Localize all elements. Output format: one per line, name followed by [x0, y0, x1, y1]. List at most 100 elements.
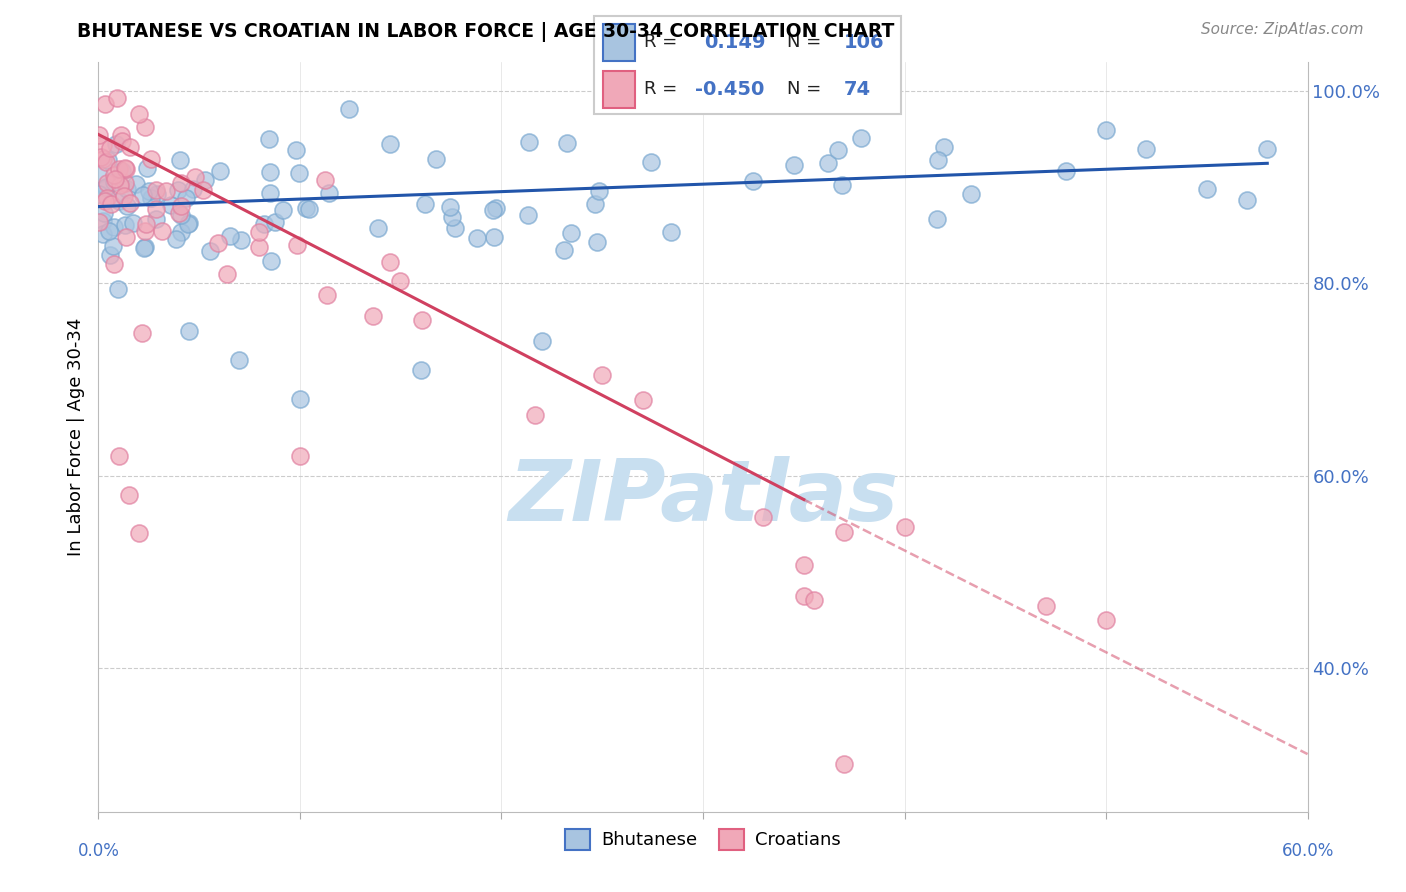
Point [89, 186, 111, 201]
Point [165, 232, 187, 246]
Point [228, 353, 250, 368]
Point [91, 214, 114, 228]
Point [378, 255, 401, 269]
Point [105, 91, 128, 105]
Point [927, 212, 949, 227]
Point [832, 525, 855, 540]
Point [177, 216, 200, 230]
Point [135, 217, 157, 231]
Point [193, 183, 215, 197]
Point [91, 152, 114, 166]
Text: R =: R = [644, 80, 678, 98]
Point [425, 152, 447, 166]
Point [177, 217, 200, 231]
Text: Source: ZipAtlas.com: Source: ZipAtlas.com [1201, 22, 1364, 37]
Point [167, 183, 190, 197]
Point [134, 240, 156, 254]
Point [179, 325, 201, 339]
Point [93, 227, 115, 241]
Point [832, 756, 855, 771]
Point [89, 128, 111, 142]
Point [120, 140, 142, 154]
Point [118, 195, 141, 210]
Point [174, 191, 197, 205]
Point [184, 170, 207, 185]
FancyBboxPatch shape [603, 24, 636, 61]
Point [101, 238, 124, 252]
Text: N =: N = [787, 80, 821, 98]
Point [134, 241, 156, 255]
Text: R =: R = [644, 33, 678, 51]
Point [94, 180, 117, 194]
Point [91, 138, 114, 153]
Point [831, 178, 853, 193]
Point [560, 226, 582, 240]
Point [215, 267, 238, 281]
Point [259, 131, 281, 145]
Point [259, 164, 281, 178]
Point [169, 153, 191, 168]
Point [295, 201, 318, 215]
Point [115, 182, 138, 196]
Point [146, 187, 169, 202]
Point [849, 131, 872, 145]
Point [117, 199, 139, 213]
Point [288, 392, 311, 406]
Text: 0.149: 0.149 [704, 33, 766, 52]
Point [98, 248, 121, 262]
Point [94, 97, 117, 112]
Point [285, 144, 308, 158]
Point [1095, 122, 1118, 136]
Point [259, 186, 281, 200]
Point [315, 287, 337, 301]
Point [141, 191, 163, 205]
Point [742, 174, 765, 188]
Point [481, 202, 503, 217]
Point [752, 510, 775, 524]
Point [100, 141, 122, 155]
Point [793, 589, 815, 603]
Point [271, 203, 294, 218]
Point [132, 187, 155, 202]
Point [208, 164, 231, 178]
Point [1256, 142, 1278, 156]
Point [1195, 182, 1218, 196]
Point [150, 224, 173, 238]
Point [411, 313, 433, 327]
Point [783, 158, 806, 172]
Point [827, 143, 849, 157]
Point [1035, 599, 1057, 613]
Point [103, 175, 125, 189]
Text: ZIPatlas: ZIPatlas [508, 456, 898, 539]
Point [121, 216, 143, 230]
Point [103, 257, 125, 271]
Point [631, 393, 654, 408]
Point [131, 326, 153, 340]
Point [96, 181, 118, 195]
Point [107, 450, 129, 464]
Point [285, 237, 308, 252]
Point [409, 363, 432, 377]
Point [1236, 193, 1258, 207]
Point [337, 102, 360, 116]
Point [1095, 613, 1118, 627]
Point [145, 202, 167, 216]
Point [96, 176, 118, 190]
Point [441, 210, 464, 224]
Point [263, 214, 285, 228]
FancyBboxPatch shape [603, 70, 636, 108]
Point [443, 221, 465, 235]
Point [155, 184, 177, 198]
Point [219, 228, 242, 243]
Text: 106: 106 [844, 33, 884, 52]
Point [134, 120, 156, 135]
Text: -0.450: -0.450 [695, 79, 765, 99]
Point [110, 134, 132, 148]
Point [124, 178, 146, 192]
Point [247, 225, 270, 239]
Point [96, 154, 118, 169]
Text: 74: 74 [844, 79, 870, 99]
Point [128, 107, 150, 121]
Point [516, 208, 538, 222]
Point [107, 194, 129, 209]
